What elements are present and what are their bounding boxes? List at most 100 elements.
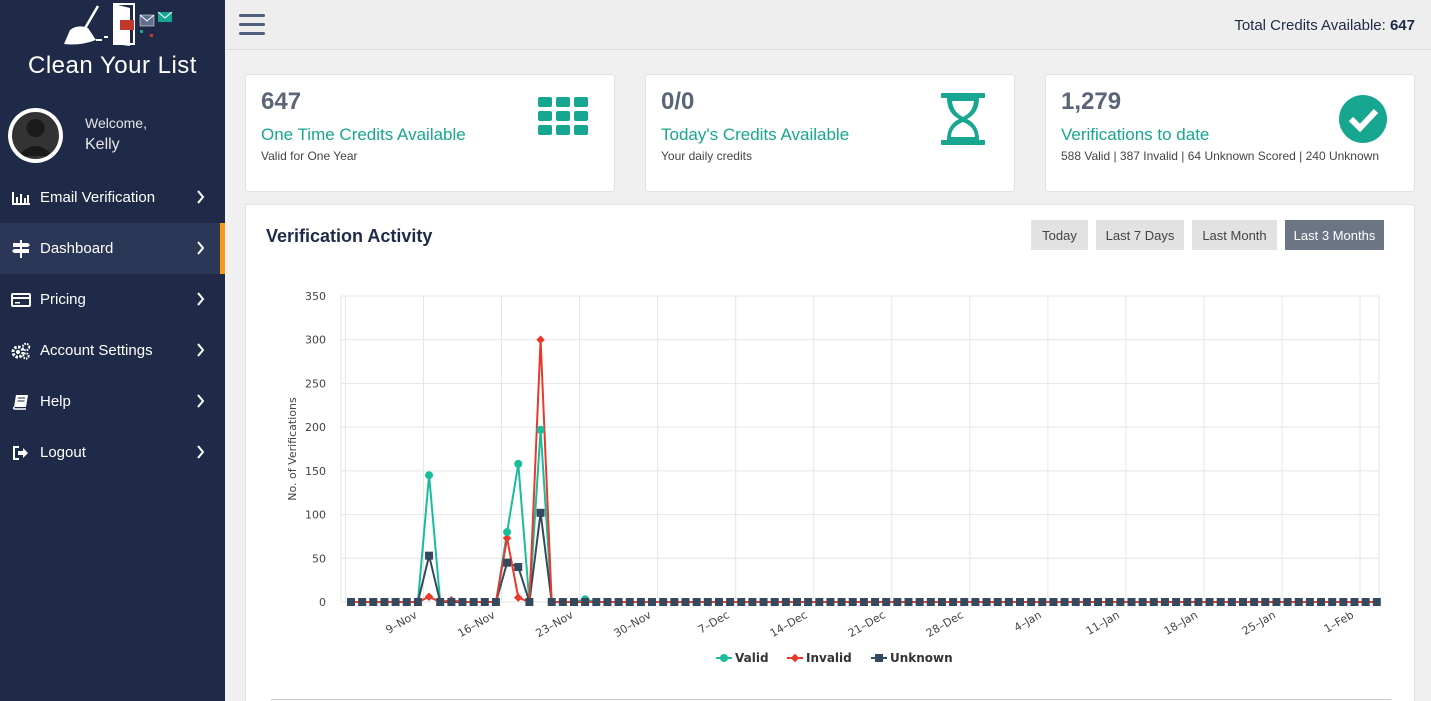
data-point-unknown xyxy=(793,598,801,606)
card-title: Today's Credits Available xyxy=(661,125,850,144)
sidebar-item-email-verification[interactable]: Email Verification xyxy=(0,172,225,223)
sidebar-item-label: Logout xyxy=(40,444,86,461)
sign-out-icon xyxy=(10,444,32,462)
data-point-valid xyxy=(514,459,523,468)
x-tick-label: 28–Dec xyxy=(924,608,966,640)
sidebar-item-help[interactable]: Help xyxy=(0,376,225,427)
check-circle-icon xyxy=(1339,95,1387,143)
hamburger-menu-icon[interactable] xyxy=(239,14,265,36)
range-last-7-days-button[interactable]: Last 7 Days xyxy=(1096,220,1184,250)
avatar[interactable] xyxy=(8,108,63,163)
data-point-invalid xyxy=(536,335,545,344)
data-point-unknown xyxy=(670,598,679,606)
data-point-unknown xyxy=(536,508,545,517)
sidebar: Clean Your List Welcome, Kelly Email Ver… xyxy=(0,0,225,701)
data-point-unknown xyxy=(636,598,645,606)
data-point-unknown xyxy=(1294,598,1303,606)
user-silhouette-icon xyxy=(9,109,62,162)
x-tick-label: 25–Jan xyxy=(1240,608,1278,637)
user-profile: Welcome, Kelly xyxy=(8,108,218,164)
data-point-unknown xyxy=(815,598,824,606)
data-point-unknown xyxy=(1216,598,1225,606)
data-point-unknown xyxy=(971,598,980,606)
x-tick-label: 7–Dec xyxy=(696,608,732,636)
top-bar: Total Credits Available: 647 xyxy=(225,0,1431,50)
broom-envelope-logo-icon xyxy=(64,3,173,46)
data-point-unknown xyxy=(703,598,712,606)
data-point-unknown xyxy=(848,598,857,606)
data-point-unknown xyxy=(491,598,500,606)
card-value: 647 xyxy=(261,88,302,115)
y-tick-label: 250 xyxy=(305,377,326,390)
legend-marker-valid xyxy=(720,654,728,662)
legend-marker-invalid xyxy=(790,653,800,663)
sidebar-item-pricing[interactable]: Pricing xyxy=(0,274,225,325)
grid-icon xyxy=(538,97,588,135)
data-point-unknown xyxy=(960,598,969,606)
data-point-unknown xyxy=(469,598,478,606)
range-last-3-months-button[interactable]: Last 3 Months xyxy=(1285,220,1384,250)
data-point-unknown xyxy=(1227,598,1236,606)
x-tick-label: 1–Feb xyxy=(1322,608,1356,635)
data-point-valid xyxy=(425,471,434,480)
sidebar-item-account-settings[interactable]: Account Settings xyxy=(0,325,225,376)
data-point-unknown xyxy=(603,598,612,606)
data-point-unknown xyxy=(614,598,623,606)
data-point-unknown xyxy=(1194,598,1203,606)
todays-credits-card: 0/0 Today's Credits Available Your daily… xyxy=(645,74,1015,192)
series-line-unknown xyxy=(351,512,1377,603)
data-point-unknown xyxy=(413,598,422,606)
data-point-unknown xyxy=(681,598,690,606)
data-point-unknown xyxy=(837,598,846,606)
sidebar-item-dashboard[interactable]: Dashboard xyxy=(0,223,225,274)
total-credits-label: Total Credits Available: xyxy=(1234,17,1390,34)
data-point-unknown xyxy=(592,598,601,606)
data-point-unknown xyxy=(1272,598,1281,606)
welcome-label: Welcome, xyxy=(85,115,147,131)
data-point-unknown xyxy=(1027,598,1036,606)
data-point-unknown xyxy=(1261,598,1270,606)
data-point-unknown xyxy=(369,598,378,606)
data-point-unknown xyxy=(949,598,958,606)
data-point-unknown xyxy=(547,598,556,606)
card-subtitle: 588 Valid | 387 Invalid | 64 Unknown Sco… xyxy=(1061,149,1379,163)
logo-text: Clean Your List xyxy=(28,52,197,79)
range-last-month-button[interactable]: Last Month xyxy=(1192,220,1277,250)
card-value: 0/0 xyxy=(661,88,695,115)
sidebar-item-label: Email Verification xyxy=(40,189,156,206)
data-point-unknown xyxy=(1283,598,1292,606)
credit-card-icon xyxy=(10,291,32,309)
panel-title: Verification Activity xyxy=(266,226,433,246)
total-credits-value: 647 xyxy=(1389,17,1415,34)
data-point-unknown xyxy=(1138,598,1147,606)
data-point-unknown xyxy=(1071,598,1080,606)
data-point-unknown xyxy=(525,598,534,606)
y-tick-label: 0 xyxy=(319,596,326,609)
data-point-unknown xyxy=(648,598,657,606)
data-point-unknown xyxy=(1127,598,1136,606)
data-point-unknown xyxy=(425,551,434,560)
data-point-unknown xyxy=(982,598,991,606)
signpost-icon xyxy=(10,239,32,258)
legend-label-invalid: Invalid xyxy=(806,651,852,665)
chevron-right-icon xyxy=(197,343,205,357)
data-point-unknown xyxy=(1049,598,1058,606)
data-point-unknown xyxy=(402,598,411,606)
range-today-button[interactable]: Today xyxy=(1031,220,1088,250)
sidebar-item-logout[interactable]: Logout xyxy=(0,427,225,478)
data-point-unknown xyxy=(1250,598,1259,606)
logo[interactable]: Clean Your List xyxy=(0,0,225,90)
data-point-unknown xyxy=(1060,598,1069,606)
y-axis-label: No. of Verifications xyxy=(286,397,299,501)
data-point-unknown xyxy=(1361,598,1370,606)
data-point-unknown xyxy=(625,598,634,606)
chevron-right-icon xyxy=(197,445,205,459)
data-point-unknown xyxy=(770,598,779,606)
hourglass-icon xyxy=(941,93,985,145)
data-point-unknown xyxy=(659,598,668,606)
data-point-unknown xyxy=(915,598,924,606)
data-point-unknown xyxy=(714,598,723,606)
data-point-unknown xyxy=(826,598,835,606)
data-point-unknown xyxy=(558,598,567,606)
data-point-unknown xyxy=(1038,598,1047,606)
